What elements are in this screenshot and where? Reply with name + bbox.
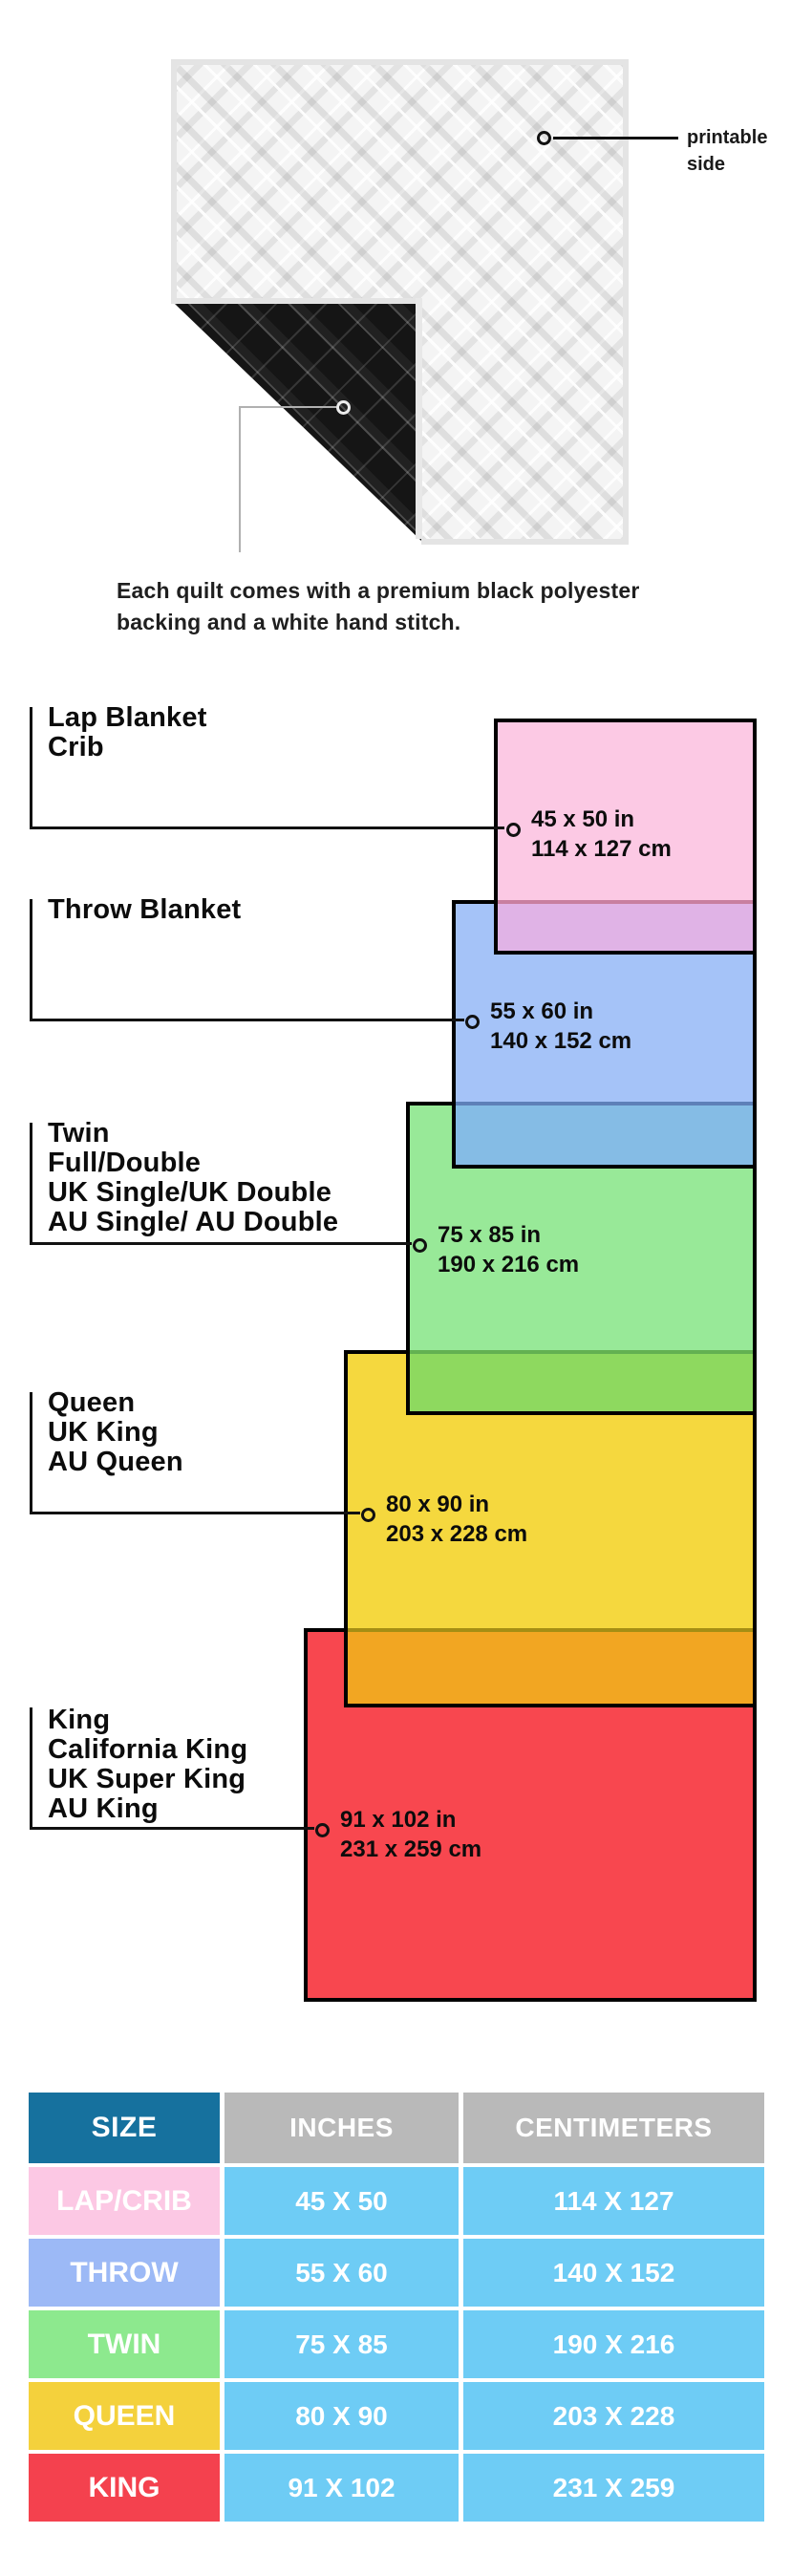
row-size-cell: TWIN — [29, 2310, 220, 2378]
leader-king-vertical — [30, 1707, 32, 1830]
row-size-cell: LAP/CRIB — [29, 2167, 220, 2235]
dim-label-lap: 45 x 50 in 114 x 127 cm — [531, 805, 672, 864]
size-label-group-twin: Twin Full/Double UK Single/UK Double AU … — [48, 1119, 338, 1237]
label-au-king: AU King — [48, 1793, 159, 1824]
row-cm-cell: 231 X 259 — [463, 2454, 764, 2522]
header-cell-inches: INCHES — [224, 2093, 459, 2163]
row-inches-cell: 45 X 50 — [224, 2167, 459, 2235]
dim-twin-cm: 190 x 216 cm — [438, 1252, 580, 1277]
printable-side-label: printable side — [687, 124, 767, 178]
dim-twin-inches: 75 x 85 in — [438, 1222, 542, 1248]
leader-lap-circle — [506, 823, 521, 837]
quilt-description-line2: backing and a white hand stitch. — [117, 610, 461, 634]
label-california-king: California King — [48, 1734, 248, 1765]
backing-leader-vertical — [239, 406, 241, 552]
leader-lap-horizontal — [30, 826, 504, 829]
size-label-group-queen: Queen UK King AU Queen — [48, 1388, 183, 1477]
label-king: King — [48, 1705, 111, 1735]
label-lap-blanket: Lap Blanket — [48, 702, 207, 733]
table-row-king: KING 91 X 102 231 X 259 — [29, 2454, 764, 2522]
table-row-twin: TWIN 75 X 85 190 X 216 — [29, 2310, 764, 2378]
row-inches-cell: 55 X 60 — [224, 2239, 459, 2307]
row-size-cell: KING — [29, 2454, 220, 2522]
row-inches-cell: 91 X 102 — [224, 2454, 459, 2522]
overlap-throw-over-twin — [456, 1102, 753, 1165]
row-inches-cell: 75 X 85 — [224, 2310, 459, 2378]
printable-side-marker-circle — [537, 131, 551, 145]
label-twin: Twin — [48, 1118, 110, 1148]
size-table: SIZE INCHES CENTIMETERS LAP/CRIB 45 X 50… — [29, 2093, 764, 2522]
table-header-row: SIZE INCHES CENTIMETERS — [29, 2093, 764, 2163]
quilt-description-line1: Each quilt comes with a premium black po… — [117, 578, 640, 603]
size-label-group-lap-crib: Lap Blanket Crib — [48, 703, 207, 762]
label-au-queen: AU Queen — [48, 1447, 183, 1477]
label-crib: Crib — [48, 732, 104, 762]
table-row-queen: QUEEN 80 X 90 203 X 228 — [29, 2382, 764, 2450]
printable-side-leader-line — [553, 137, 678, 140]
table-row-throw: THROW 55 X 60 140 X 152 — [29, 2239, 764, 2307]
backing-leader-horizontal — [240, 406, 336, 408]
label-uk-king: UK King — [48, 1417, 159, 1448]
row-cm-cell: 114 X 127 — [463, 2167, 764, 2235]
dim-king-inches: 91 x 102 in — [340, 1807, 457, 1833]
dim-label-twin: 75 x 85 in 190 x 216 cm — [438, 1220, 579, 1279]
dim-label-throw: 55 x 60 in 140 x 152 cm — [490, 997, 631, 1056]
dim-label-king: 91 x 102 in 231 x 259 cm — [340, 1805, 481, 1864]
size-rect-lap-crib — [494, 719, 757, 955]
dim-lap-cm: 114 x 127 cm — [531, 836, 672, 862]
leader-throw-vertical — [30, 899, 32, 1021]
leader-king-horizontal — [30, 1827, 314, 1830]
leader-queen-horizontal — [30, 1512, 360, 1514]
leader-throw-circle — [465, 1015, 480, 1029]
header-cell-centimeters: CENTIMETERS — [463, 2093, 764, 2163]
table-row-lap-crib: LAP/CRIB 45 X 50 114 X 127 — [29, 2167, 764, 2235]
dim-throw-inches: 55 x 60 in — [490, 998, 594, 1024]
overlap-queen-over-king — [348, 1628, 753, 1704]
leader-queen-circle — [361, 1508, 375, 1522]
row-size-cell: THROW — [29, 2239, 220, 2307]
leader-throw-horizontal — [30, 1019, 464, 1021]
dim-queen-cm: 203 x 228 cm — [386, 1521, 528, 1547]
label-au-single-double: AU Single/ AU Double — [48, 1207, 339, 1237]
row-cm-cell: 203 X 228 — [463, 2382, 764, 2450]
quilt-fold-binding — [171, 298, 421, 304]
row-inches-cell: 80 X 90 — [224, 2382, 459, 2450]
row-cm-cell: 140 X 152 — [463, 2239, 764, 2307]
leader-twin-vertical — [30, 1123, 32, 1245]
printable-side-label-line2: side — [687, 154, 726, 175]
overlap-twin-over-queen — [410, 1350, 753, 1411]
label-uk-single-double: UK Single/UK Double — [48, 1177, 332, 1208]
row-cm-cell: 190 X 216 — [463, 2310, 764, 2378]
dim-king-cm: 231 x 259 cm — [340, 1836, 482, 1862]
dim-label-queen: 80 x 90 in 203 x 228 cm — [386, 1490, 527, 1549]
row-size-cell: QUEEN — [29, 2382, 220, 2450]
backing-marker-circle — [336, 400, 351, 415]
label-queen: Queen — [48, 1387, 136, 1418]
quilt-description: Each quilt comes with a premium black po… — [117, 575, 640, 638]
size-label-group-throw: Throw Blanket — [48, 895, 241, 925]
dim-queen-inches: 80 x 90 in — [386, 1492, 490, 1517]
leader-king-circle — [315, 1823, 330, 1837]
label-full-double: Full/Double — [48, 1148, 202, 1178]
label-throw-blanket: Throw Blanket — [48, 894, 242, 925]
leader-lap-vertical — [30, 707, 32, 829]
leader-queen-vertical — [30, 1392, 32, 1514]
size-label-group-king: King California King UK Super King AU Ki… — [48, 1706, 247, 1824]
leader-twin-circle — [413, 1238, 427, 1253]
dim-throw-cm: 140 x 152 cm — [490, 1028, 632, 1054]
printable-side-label-line1: printable — [687, 127, 768, 148]
overlap-lap-over-throw — [498, 900, 753, 951]
leader-twin-horizontal — [30, 1242, 412, 1245]
quilt-illustration — [171, 59, 629, 545]
quilt-edge-binding — [416, 298, 422, 539]
header-cell-size: SIZE — [29, 2093, 220, 2163]
dim-lap-inches: 45 x 50 in — [531, 806, 635, 832]
label-uk-super-king: UK Super King — [48, 1764, 246, 1794]
